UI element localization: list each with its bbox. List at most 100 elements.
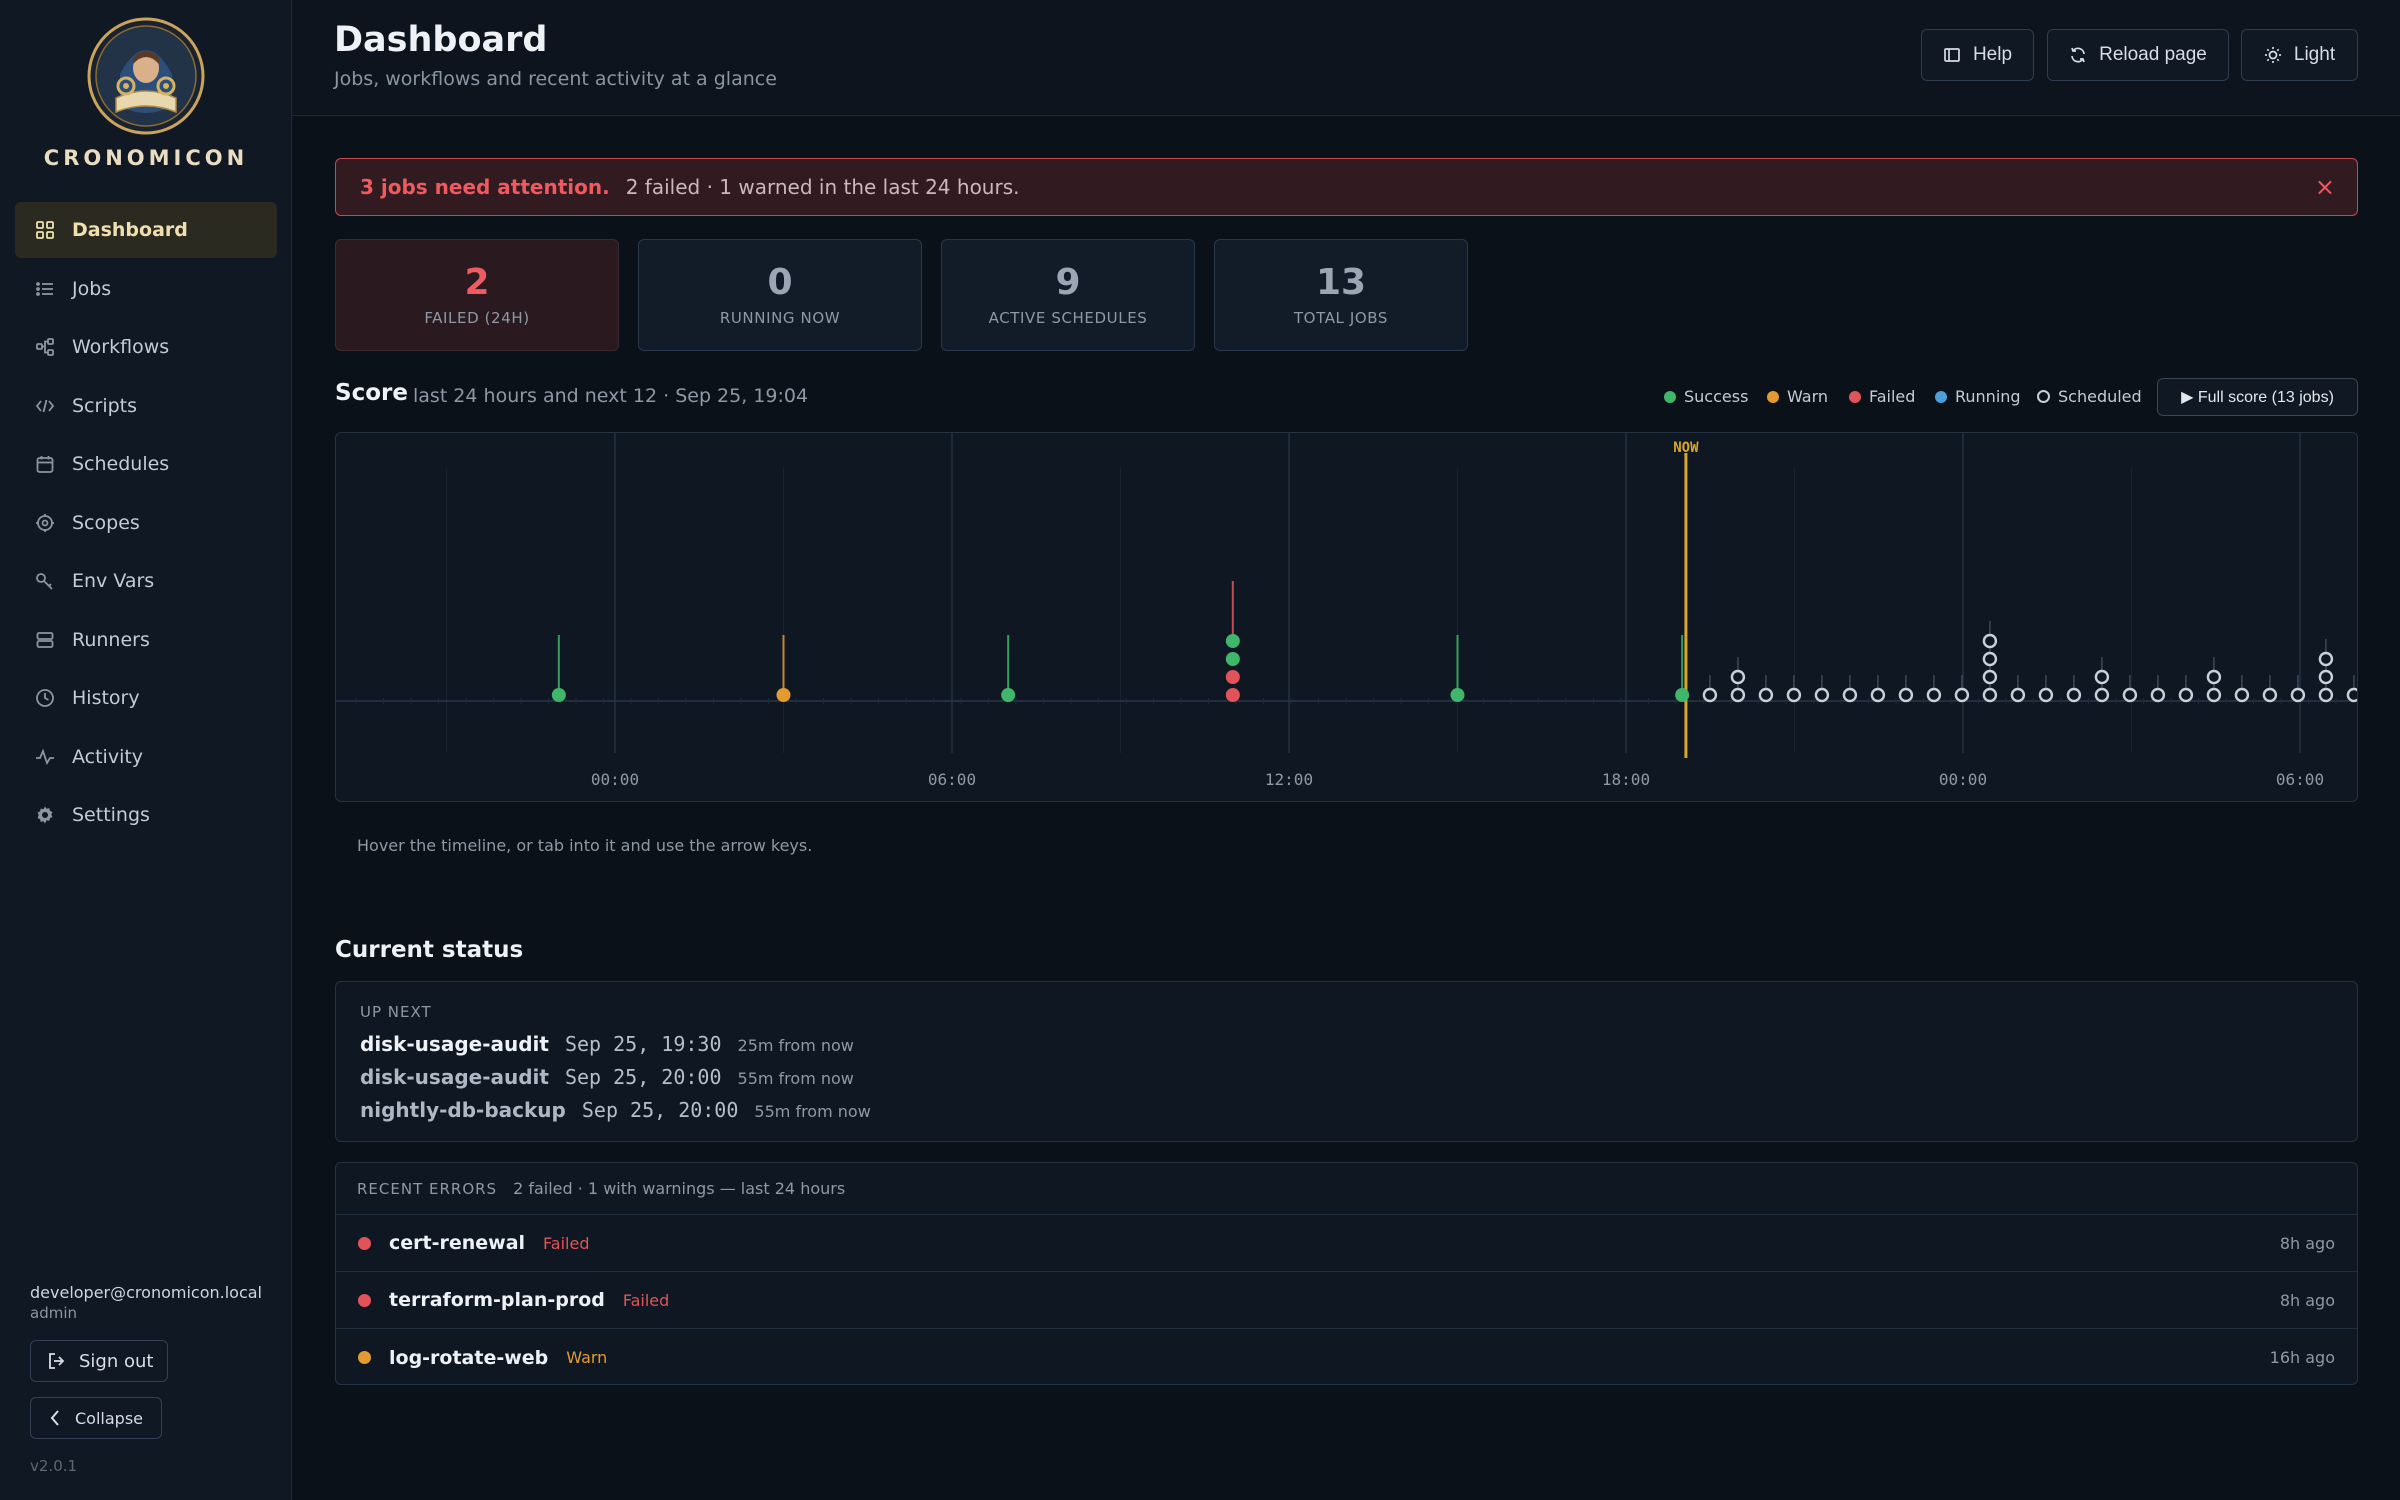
scheduled-run-ring bbox=[1982, 651, 1998, 667]
legend-label: Success bbox=[1684, 387, 1749, 406]
scheduled-run-ring bbox=[1730, 669, 1746, 685]
warn-event-dot bbox=[776, 688, 791, 702]
refresh-icon bbox=[2071, 47, 2085, 63]
sidebar-item-settings[interactable]: Settings bbox=[15, 787, 277, 843]
calendar-icon bbox=[35, 454, 55, 474]
theme-label: Light bbox=[2293, 44, 2336, 65]
stat-card-failed[interactable]: 2 FAILED (24H) bbox=[335, 239, 619, 351]
sidebar-item-env-vars[interactable]: Env Vars bbox=[15, 553, 277, 609]
code-icon bbox=[35, 396, 55, 416]
gear-icon bbox=[35, 805, 55, 825]
sidebar-item-label: Scopes bbox=[72, 511, 140, 534]
reload-label: Reload page bbox=[2099, 44, 2207, 65]
sidebar-item-activity[interactable]: Activity bbox=[15, 729, 277, 785]
job-time: Sep 25, 20:00 bbox=[581, 1098, 739, 1122]
axis-tick-label: 18:00 bbox=[1602, 770, 1650, 789]
sidebar-item-scopes[interactable]: Scopes bbox=[15, 495, 277, 551]
job-relative-time: 55m from now bbox=[737, 1069, 854, 1088]
success-event-dot bbox=[1001, 688, 1016, 702]
sidebar-item-label: Schedules bbox=[72, 453, 170, 475]
full-score-button[interactable]: ▶ Full score (13 jobs) bbox=[2157, 378, 2358, 416]
stat-label: ACTIVE SCHEDULES bbox=[988, 309, 1148, 327]
page-title: Dashboard bbox=[334, 20, 548, 60]
legend-label: Running bbox=[1955, 387, 2021, 406]
list-icon bbox=[35, 279, 55, 299]
sidebar: CRONOMICON Dashboard Jobs Workflows Scri… bbox=[0, 0, 292, 1500]
success-event-dot bbox=[1225, 634, 1240, 648]
up-next-item[interactable]: disk-usage-audit Sep 25, 20:00 55m from … bbox=[360, 1065, 854, 1089]
server-icon bbox=[35, 630, 55, 650]
up-next-panel: UP NEXT disk-usage-audit Sep 25, 19:30 2… bbox=[335, 981, 2358, 1142]
score-timeline[interactable]: 00:00 06:00 12:00 18:00 00:00 06:00 NOW bbox=[335, 432, 2358, 802]
close-icon[interactable]: × bbox=[2314, 173, 2335, 201]
up-next-item[interactable]: disk-usage-audit Sep 25, 19:30 25m from … bbox=[360, 1032, 854, 1056]
workflow-icon bbox=[35, 337, 55, 357]
scheduled-run-ring bbox=[2150, 687, 2166, 703]
timeline-hint: Hover the timeline, or tab into it and u… bbox=[357, 836, 813, 855]
collapse-label: Collapse bbox=[75, 1408, 143, 1428]
logo-block: CRONOMICON bbox=[0, 16, 292, 170]
warn-dot-icon bbox=[1767, 390, 1779, 403]
axis-tick-label: 00:00 bbox=[1939, 770, 1987, 789]
help-label: Help bbox=[1972, 44, 2013, 65]
recent-errors-panel: RECENT ERRORS 2 failed · 1 with warnings… bbox=[335, 1162, 2358, 1385]
job-relative-time: 25m from now bbox=[737, 1036, 854, 1055]
error-row[interactable]: log-rotate-web Warn 16h ago bbox=[336, 1329, 2357, 1384]
stat-card-running[interactable]: 0 RUNNING NOW bbox=[638, 239, 922, 351]
legend-success: Success bbox=[1664, 387, 1748, 406]
axis-tick-label: 00:00 bbox=[591, 770, 639, 789]
job-name: disk-usage-audit bbox=[360, 1032, 549, 1056]
error-time-ago: 8h ago bbox=[2279, 1290, 2335, 1310]
theme-toggle-button[interactable]: Light bbox=[2241, 29, 2358, 81]
scheduled-run-ring bbox=[1842, 687, 1858, 703]
error-row[interactable]: cert-renewal Failed 8h ago bbox=[336, 1215, 2357, 1272]
sidebar-item-workflows[interactable]: Workflows bbox=[15, 319, 277, 375]
job-time: Sep 25, 20:00 bbox=[564, 1065, 722, 1089]
axis-tick-label: 06:00 bbox=[2276, 770, 2324, 789]
scheduled-run-ring bbox=[2262, 687, 2278, 703]
sidebar-item-scripts[interactable]: Scripts bbox=[15, 378, 277, 434]
sidebar-item-jobs[interactable]: Jobs bbox=[15, 261, 277, 317]
legend-label: Warn bbox=[1787, 387, 1829, 406]
job-name: nightly-db-backup bbox=[360, 1098, 566, 1122]
scheduled-run-ring bbox=[2178, 687, 2194, 703]
scheduled-run-ring bbox=[1982, 633, 1998, 649]
timeline-canvas[interactable]: 00:00 06:00 12:00 18:00 00:00 06:00 NOW bbox=[336, 433, 2358, 802]
scheduled-run-ring bbox=[1702, 687, 1718, 703]
status-badge: Failed bbox=[543, 1233, 590, 1253]
stat-card-total-jobs[interactable]: 13 TOTAL JOBS bbox=[1214, 239, 1468, 351]
error-row[interactable]: terraform-plan-prod Failed 8h ago bbox=[336, 1272, 2357, 1329]
help-button[interactable]: Help bbox=[1921, 29, 2034, 81]
cronomicon-logo[interactable] bbox=[86, 16, 206, 136]
scheduled-run-ring bbox=[1758, 687, 1774, 703]
job-name: disk-usage-audit bbox=[360, 1065, 549, 1089]
sidebar-item-label: Runners bbox=[72, 628, 150, 651]
sidebar-item-runners[interactable]: Runners bbox=[15, 612, 277, 668]
reload-page-button[interactable]: Reload page bbox=[2047, 29, 2229, 81]
page-subtitle: Jobs, workflows and recent activity at a… bbox=[334, 68, 777, 90]
scheduled-run-ring bbox=[1954, 687, 1970, 703]
user-email: developer@cronomicon.local bbox=[30, 1283, 262, 1302]
sign-out-button[interactable]: Sign out bbox=[30, 1340, 168, 1382]
scheduled-run-ring bbox=[2318, 687, 2334, 703]
scheduled-run-ring bbox=[1898, 687, 1914, 703]
job-name: terraform-plan-prod bbox=[389, 1289, 605, 1311]
sidebar-item-schedules[interactable]: Schedules bbox=[15, 436, 277, 492]
book-icon bbox=[1944, 48, 1960, 62]
collapse-sidebar-button[interactable]: Collapse bbox=[30, 1397, 162, 1439]
sidebar-item-dashboard[interactable]: Dashboard bbox=[15, 202, 277, 258]
legend-running: Running bbox=[1935, 387, 2021, 406]
status-badge: Failed bbox=[622, 1290, 670, 1310]
sidebar-item-label: Settings bbox=[72, 804, 150, 826]
stat-card-active-schedules[interactable]: 9 ACTIVE SCHEDULES bbox=[941, 239, 1195, 351]
scheduled-run-ring bbox=[2346, 687, 2357, 703]
up-next-item[interactable]: nightly-db-backup Sep 25, 20:00 55m from… bbox=[360, 1098, 871, 1122]
legend-label: Failed bbox=[1869, 387, 1916, 406]
score-subtitle: last 24 hours and next 12 · Sep 25, 19:0… bbox=[413, 385, 809, 407]
user-role: admin bbox=[30, 1304, 77, 1322]
sidebar-item-history[interactable]: History bbox=[15, 670, 277, 726]
clock-icon bbox=[35, 688, 55, 708]
recent-errors-header: RECENT ERRORS 2 failed · 1 with warnings… bbox=[336, 1163, 2357, 1215]
now-marker-label: NOW bbox=[1673, 440, 1699, 456]
sign-out-icon bbox=[49, 1353, 65, 1369]
